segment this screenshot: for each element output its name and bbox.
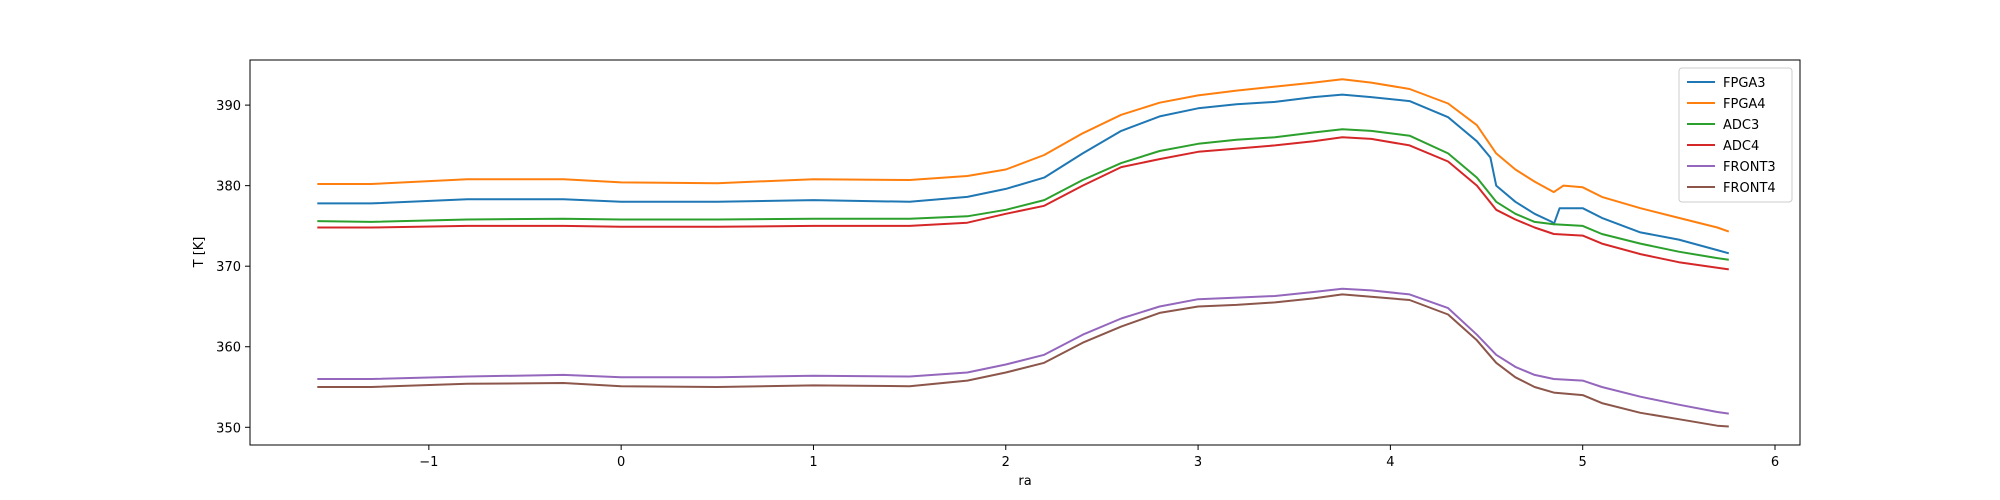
legend-label-fpga3: FPGA3 — [1723, 76, 1766, 91]
series-line-front4 — [317, 293, 1729, 428]
x-axis: −1 0 1 2 3 4 5 6 — [419, 445, 1779, 470]
legend-label-front3: FRONT3 — [1723, 160, 1776, 175]
legend-box — [1678, 67, 1793, 203]
series-line-adc4 — [317, 136, 1729, 271]
y-tick-label: 380 — [216, 180, 241, 195]
series-lines — [317, 78, 1730, 428]
legend-label-adc4: ADC4 — [1723, 139, 1759, 154]
y-tick-label: 390 — [216, 99, 241, 114]
plot-frame — [249, 59, 1801, 446]
legend-label-fpga4: FPGA4 — [1723, 97, 1766, 112]
y-tick-label: 350 — [216, 421, 241, 436]
x-tick-label: 3 — [1194, 455, 1202, 470]
x-tick-label: 0 — [617, 455, 625, 470]
x-axis-label: ra — [1018, 474, 1031, 489]
x-tick-label: 5 — [1579, 455, 1587, 470]
series-line-adc3 — [317, 128, 1729, 261]
series-line-fpga3 — [317, 93, 1730, 255]
x-tick-label: −1 — [419, 455, 438, 470]
y-tick-label: 370 — [216, 260, 241, 275]
y-axis-label: T [K] — [192, 237, 207, 269]
x-tick-label: 4 — [1386, 455, 1394, 470]
series-line-fpga4 — [317, 78, 1730, 233]
x-tick-label: 2 — [1002, 455, 1010, 470]
legend-label-front4: FRONT4 — [1723, 181, 1776, 196]
y-axis: 350 360 370 380 390 — [216, 99, 250, 436]
y-tick-label: 360 — [216, 341, 241, 356]
series-line-front3 — [317, 287, 1729, 415]
x-tick-label: 6 — [1771, 455, 1779, 470]
legend: FPGA3 FPGA4 ADC3 ADC4 FRONT3 FRONT4 — [1678, 67, 1793, 203]
legend-label-adc3: ADC3 — [1723, 118, 1759, 133]
x-tick-label: 1 — [809, 455, 817, 470]
